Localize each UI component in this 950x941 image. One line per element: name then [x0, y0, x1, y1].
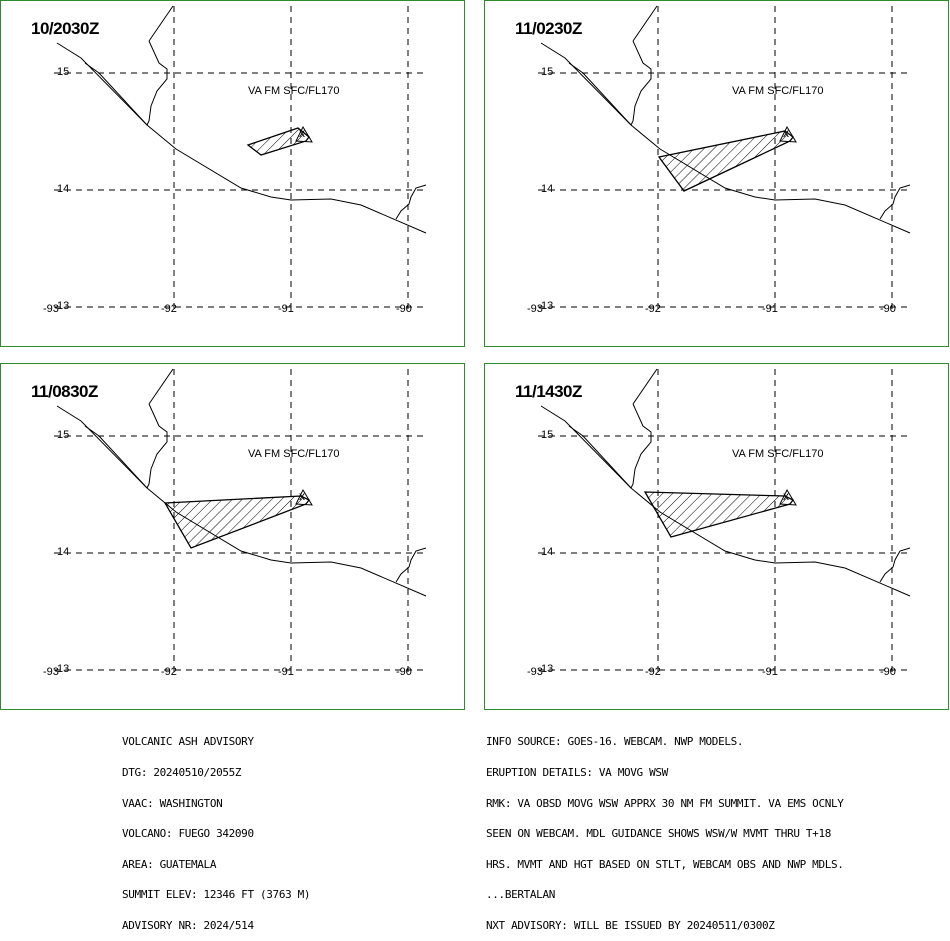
lat-label-14: 14: [57, 546, 70, 558]
lon-label-91: -91: [278, 303, 294, 315]
map-panel-2: x 11/0230Z VA FM SFC/FL170 15 14 13 -93 …: [484, 0, 949, 347]
map-canvas: x: [54, 368, 427, 674]
ash-polygon: [643, 491, 794, 538]
lon-label-90: -90: [880, 666, 896, 678]
advisory-number: ADVISORY NR: 2024/514: [122, 919, 254, 933]
panel-time: 11/1430Z: [515, 382, 582, 401]
advisory-remark-2: SEEN ON WEBCAM. MDL GUIDANCE SHOWS WSW/W…: [486, 827, 831, 841]
lat-label-13: 13: [57, 300, 70, 312]
advisory-remark-3: HRS. MVMT AND HGT BASED ON STLT, WEBCAM …: [486, 857, 844, 871]
map-panel-1: x 10/2030Z VA FM SFC/FL170 15 14 13 -93 …: [0, 0, 465, 347]
map-panel-3: x 11/0830Z VA FM SFC/FL170 15 14 13 -93 …: [0, 363, 465, 710]
lat-label-15: 15: [57, 429, 70, 441]
lon-label-93: -93: [527, 666, 543, 678]
lon-label-93: -93: [43, 303, 59, 315]
advisory-volcano: VOLCANO: FUEGO 342090: [122, 827, 254, 841]
volcano-marker: x: [299, 489, 305, 503]
advisory-forecaster: ...BERTALAN: [486, 888, 555, 902]
advisory-remark-1: RMK: VA OBSD MOVG WSW APPRX 30 NM FM SUM…: [486, 796, 844, 810]
lon-label-90: -90: [880, 303, 896, 315]
lon-label-90: -90: [396, 666, 412, 678]
lon-label-92: -92: [645, 303, 661, 315]
lon-label-92: -92: [645, 666, 661, 678]
lon-label-90: -90: [396, 303, 412, 315]
lat-label-15: 15: [541, 66, 554, 78]
advisory-left-block: VOLCANIC ASH ADVISORY DTG: 20240510/2055…: [122, 717, 311, 941]
lon-label-92: -92: [161, 666, 177, 678]
coastline: [56, 5, 427, 234]
ash-polygon: [657, 130, 794, 192]
lat-label-14: 14: [541, 183, 554, 195]
lat-label-14: 14: [541, 546, 554, 558]
lon-label-93: -93: [527, 303, 543, 315]
volcano-triangle: [295, 125, 313, 143]
ash-polygon: [246, 127, 310, 156]
ash-level-label: VA FM SFC/FL170: [732, 448, 824, 460]
ash-polygon: [163, 495, 310, 549]
lat-label-13: 13: [541, 300, 554, 312]
volcano-triangle: [779, 125, 797, 143]
advisory-dtg: DTG: 20240510/2055Z: [122, 766, 242, 780]
map-canvas: x: [538, 368, 911, 674]
lon-label-91: -91: [762, 303, 778, 315]
advisory-title: VOLCANIC ASH ADVISORY: [122, 735, 254, 749]
volcano-marker: x: [783, 126, 789, 140]
map-canvas: x: [54, 5, 427, 311]
lat-label-14: 14: [57, 183, 70, 195]
ash-level-label: VA FM SFC/FL170: [732, 85, 824, 97]
panel-time: 10/2030Z: [31, 19, 99, 38]
advisory-summit-elev: SUMMIT ELEV: 12346 FT (3763 M): [122, 888, 311, 902]
advisory-info-source: INFO SOURCE: GOES-16. WEBCAM. NWP MODELS…: [486, 735, 744, 749]
panel-time: 11/0830Z: [31, 382, 98, 401]
grid-lines: [54, 6, 426, 311]
lon-label-91: -91: [762, 666, 778, 678]
advisory-right-block: INFO SOURCE: GOES-16. WEBCAM. NWP MODELS…: [486, 717, 844, 941]
lat-label-13: 13: [541, 663, 554, 675]
advisory-next: NXT ADVISORY: WILL BE ISSUED BY 20240511…: [486, 919, 775, 933]
panel-time: 11/0230Z: [515, 19, 582, 38]
lat-label-13: 13: [57, 663, 70, 675]
lat-label-15: 15: [541, 429, 554, 441]
map-panel-4: x 11/1430Z VA FM SFC/FL170 15 14 13 -93 …: [484, 363, 949, 710]
volcano-marker: x: [299, 126, 305, 140]
advisory-vaac: VAAC: WASHINGTON: [122, 796, 223, 810]
lon-label-91: -91: [278, 666, 294, 678]
ash-level-label: VA FM SFC/FL170: [248, 85, 340, 97]
map-canvas: x: [538, 5, 911, 311]
lon-label-93: -93: [43, 666, 59, 678]
ash-level-label: VA FM SFC/FL170: [248, 448, 340, 460]
volcano-triangle: [779, 488, 797, 506]
lon-label-92: -92: [161, 303, 177, 315]
advisory-area: AREA: GUATEMALA: [122, 857, 217, 871]
volcano-marker: x: [783, 489, 789, 503]
advisory-eruption-details: ERUPTION DETAILS: VA MOVG WSW: [486, 766, 668, 780]
lat-label-15: 15: [57, 66, 70, 78]
volcano-triangle: [295, 488, 313, 506]
